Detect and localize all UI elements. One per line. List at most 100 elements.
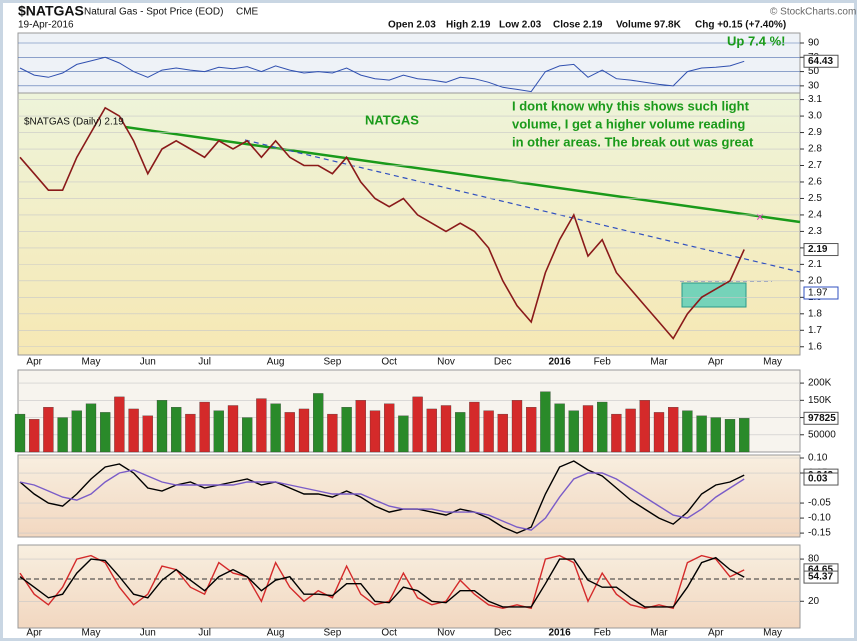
- x-tick-label: Dec: [494, 628, 512, 639]
- x-tick-label: Feb: [594, 628, 612, 639]
- x-tick-label: 2016: [548, 628, 571, 639]
- y-tick-label: 2.0: [808, 275, 822, 286]
- y-tick-label: 2.8: [808, 144, 822, 155]
- y-tick-label: 3.1: [808, 94, 822, 105]
- y-tick-label: 2.6: [808, 177, 822, 188]
- legend: $NATGAS (Daily) 2.19: [24, 117, 124, 128]
- y-tick-label: 1.8: [808, 308, 822, 319]
- highlight-box: [681, 282, 747, 308]
- quote: High 2.19: [446, 20, 491, 31]
- x-tick-label: Dec: [494, 357, 512, 368]
- value-box: [803, 54, 839, 68]
- bar: [696, 415, 707, 453]
- x-tick-label: May: [763, 357, 782, 368]
- last-value: 2.19: [808, 244, 828, 255]
- y-tick-label: 90: [808, 38, 820, 49]
- x-tick-label: May: [763, 628, 782, 639]
- annotation: in other areas. The break out was great: [512, 134, 754, 149]
- bar: [213, 410, 224, 453]
- bar: [128, 408, 139, 453]
- bar: [682, 410, 693, 453]
- y-tick-label: 2.4: [808, 210, 822, 221]
- bar: [483, 410, 494, 453]
- bar: [71, 410, 82, 453]
- bar: [582, 405, 594, 453]
- bar: [426, 408, 437, 453]
- bar: [540, 391, 551, 453]
- x-tick-label: Apr: [26, 628, 42, 639]
- bar: [568, 410, 579, 453]
- bar: [298, 408, 310, 453]
- bar: [43, 407, 54, 453]
- bar: [497, 413, 508, 453]
- bar: [185, 413, 196, 453]
- value-box: [803, 286, 839, 300]
- y-tick-label: -0.05: [808, 498, 831, 509]
- bar: [114, 396, 125, 453]
- bar: [341, 407, 352, 453]
- price-panel: [17, 92, 801, 356]
- x-tick-label: Aug: [267, 628, 285, 639]
- last-value: 54.37: [808, 572, 833, 583]
- last-value: 0.03: [808, 474, 828, 485]
- y-tick-label: 200K: [808, 378, 832, 389]
- x-tick-label: Nov: [437, 628, 455, 639]
- x-tick-label: May: [82, 357, 101, 368]
- x-tick-label: Jul: [198, 357, 211, 368]
- bar: [597, 401, 608, 453]
- y-tick-label: 2.9: [808, 127, 822, 138]
- bar: [653, 412, 665, 453]
- y-tick-label: 1.7: [808, 325, 822, 336]
- x-tick-label: Apr: [26, 357, 42, 368]
- bar: [455, 412, 466, 453]
- bar: [526, 407, 537, 453]
- y-tick-label: -0.10: [808, 513, 831, 524]
- x-tick-label: Sep: [324, 628, 342, 639]
- bar: [398, 415, 409, 453]
- y-tick-label: -0.15: [808, 528, 831, 539]
- x-tick-label: Sep: [324, 357, 342, 368]
- bar: [469, 401, 480, 453]
- x-tick-label: Nov: [437, 357, 455, 368]
- x-tick-label: Feb: [594, 357, 612, 368]
- series-name: Natural Gas - Spot Price (EOD): [84, 7, 223, 18]
- trendline: [124, 125, 801, 224]
- last-value: 97825: [808, 413, 836, 424]
- rsi-panel: [17, 32, 801, 94]
- bar: [668, 407, 679, 453]
- y-tick-label: 2.7: [808, 160, 822, 171]
- bar: [355, 400, 366, 453]
- y-tick-label: 20: [808, 596, 820, 607]
- x-marker: ×: [756, 209, 764, 225]
- y-tick-label: 50000: [808, 429, 836, 440]
- annotation: I dont know why this shows such light: [512, 98, 750, 113]
- macd-panel: [17, 454, 801, 538]
- series-line: [19, 106, 745, 340]
- bar: [739, 418, 750, 453]
- bar: [199, 401, 210, 453]
- y-tick-label: 1.6: [808, 341, 822, 352]
- x-tick-label: Mar: [650, 628, 668, 639]
- bar: [625, 408, 636, 453]
- annotation: volume, I get a higher volume reading: [512, 116, 745, 131]
- x-tick-label: Jun: [140, 357, 156, 368]
- x-tick-label: Aug: [267, 357, 285, 368]
- value-box: [803, 472, 839, 486]
- series-line: [19, 460, 745, 534]
- bar: [611, 413, 622, 453]
- quote: Low 2.03: [499, 20, 542, 31]
- bar: [270, 403, 281, 453]
- bar: [511, 400, 523, 453]
- quote: Volume 97.8K: [616, 20, 682, 31]
- bar: [256, 398, 267, 453]
- bar: [327, 413, 338, 453]
- bar: [242, 417, 253, 453]
- x-tick-label: Jun: [140, 628, 156, 639]
- y-tick-label: 50: [808, 66, 820, 77]
- series-line: [19, 554, 745, 610]
- bar: [412, 396, 423, 453]
- bar: [710, 417, 721, 453]
- y-tick-label: 150K: [808, 395, 832, 406]
- last-value: 64.43: [808, 56, 833, 67]
- credit: © StockCharts.com: [770, 7, 856, 18]
